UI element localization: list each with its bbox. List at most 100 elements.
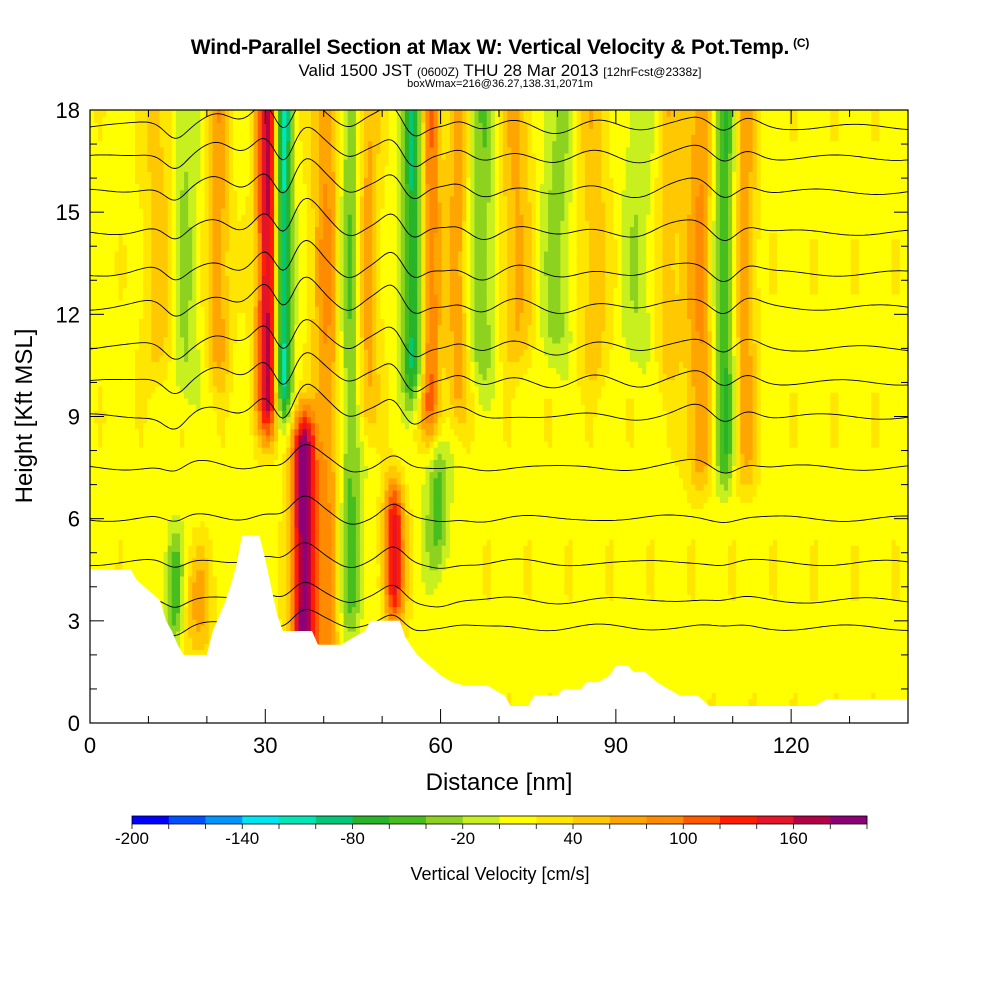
velocity-cell xyxy=(229,459,234,467)
velocity-cell xyxy=(216,165,222,172)
velocity-cell xyxy=(208,214,214,221)
velocity-cell xyxy=(110,275,116,283)
velocity-cell xyxy=(216,361,222,368)
velocity-cell xyxy=(208,300,214,307)
velocity-cell xyxy=(261,251,267,258)
velocity-cell xyxy=(249,349,255,356)
velocity-cell xyxy=(225,373,230,381)
velocity-cell xyxy=(229,226,234,234)
velocity-cell xyxy=(249,177,255,185)
velocity-cell xyxy=(188,189,193,197)
velocity-cell xyxy=(208,545,214,552)
velocity-cell xyxy=(196,453,201,460)
velocity-cell xyxy=(192,373,197,381)
velocity-cell xyxy=(110,367,116,375)
velocity-cell xyxy=(98,428,103,436)
velocity-cell xyxy=(90,428,95,436)
velocity-cell xyxy=(94,483,99,491)
velocity-cell xyxy=(233,318,238,326)
velocity-cell xyxy=(290,600,296,608)
velocity-cell xyxy=(139,404,144,411)
velocity-cell xyxy=(274,392,279,399)
velocity-cell xyxy=(167,226,173,234)
velocity-cell xyxy=(110,355,116,362)
velocity-cell xyxy=(106,318,112,326)
velocity-cell xyxy=(286,606,291,614)
velocity-cell xyxy=(98,385,103,393)
velocity-cell xyxy=(225,404,230,411)
velocity-cell xyxy=(118,220,124,227)
velocity-cell xyxy=(184,410,189,418)
velocity-cell xyxy=(286,146,291,154)
velocity-cell xyxy=(282,471,287,479)
velocity-cell xyxy=(204,471,210,479)
velocity-cell xyxy=(151,465,156,473)
velocity-cell xyxy=(180,606,185,614)
velocity-cell xyxy=(122,355,128,362)
velocity-cell xyxy=(180,533,185,540)
velocity-cell xyxy=(237,312,242,319)
velocity-cell xyxy=(155,416,161,424)
velocity-cell xyxy=(196,342,201,350)
velocity-cell xyxy=(94,539,99,546)
velocity-cell xyxy=(106,116,112,123)
velocity-cell xyxy=(265,189,271,197)
velocity-cell xyxy=(143,539,148,546)
velocity-cell xyxy=(229,563,234,571)
velocity-cell xyxy=(270,539,275,546)
velocity-cell xyxy=(216,336,222,344)
velocity-cell xyxy=(135,195,140,203)
velocity-cell xyxy=(98,269,103,277)
velocity-cell xyxy=(245,428,251,436)
velocity-cell xyxy=(143,244,148,252)
velocity-cell xyxy=(196,533,201,540)
velocity-cell xyxy=(261,434,267,442)
velocity-cell xyxy=(90,336,95,344)
velocity-cell xyxy=(216,588,222,595)
velocity-cell xyxy=(233,514,238,522)
velocity-cell xyxy=(180,379,185,387)
velocity-cell xyxy=(126,336,132,344)
velocity-cell xyxy=(270,569,275,577)
velocity-cell xyxy=(188,483,193,491)
velocity-cell xyxy=(265,428,271,436)
velocity-cell xyxy=(208,324,214,332)
velocity-cell xyxy=(225,116,230,123)
velocity-cell xyxy=(188,649,193,657)
velocity-cell xyxy=(175,618,181,626)
velocity-cell xyxy=(208,508,214,516)
velocity-cell xyxy=(233,447,238,454)
velocity-cell xyxy=(278,471,283,479)
velocity-cell xyxy=(261,533,267,540)
velocity-cell xyxy=(143,330,148,338)
velocity-cell xyxy=(196,428,201,436)
velocity-cell xyxy=(180,624,185,632)
velocity-cell xyxy=(171,557,177,565)
velocity-cell xyxy=(180,244,185,252)
velocity-cell xyxy=(135,428,140,436)
velocity-cell xyxy=(257,128,263,136)
velocity-cell xyxy=(257,514,263,522)
velocity-cell xyxy=(265,526,271,534)
velocity-cell xyxy=(167,189,173,197)
velocity-cell xyxy=(204,502,210,509)
velocity-cell xyxy=(261,526,267,534)
velocity-cell xyxy=(192,281,197,289)
velocity-cell xyxy=(171,416,177,424)
velocity-cell xyxy=(106,306,112,313)
velocity-cell xyxy=(249,128,255,136)
velocity-cell xyxy=(229,238,234,246)
velocity-cell xyxy=(241,134,246,142)
velocity-cell xyxy=(212,336,218,344)
velocity-cell xyxy=(204,287,210,295)
velocity-cell xyxy=(171,600,177,608)
velocity-cell xyxy=(192,410,197,418)
velocity-cell xyxy=(188,293,193,301)
velocity-cell xyxy=(257,152,263,160)
velocity-cell xyxy=(220,459,226,467)
velocity-cell xyxy=(143,165,148,172)
velocity-cell xyxy=(261,342,267,350)
velocity-cell xyxy=(253,526,259,534)
velocity-cell xyxy=(282,533,287,540)
velocity-cell xyxy=(139,410,144,418)
